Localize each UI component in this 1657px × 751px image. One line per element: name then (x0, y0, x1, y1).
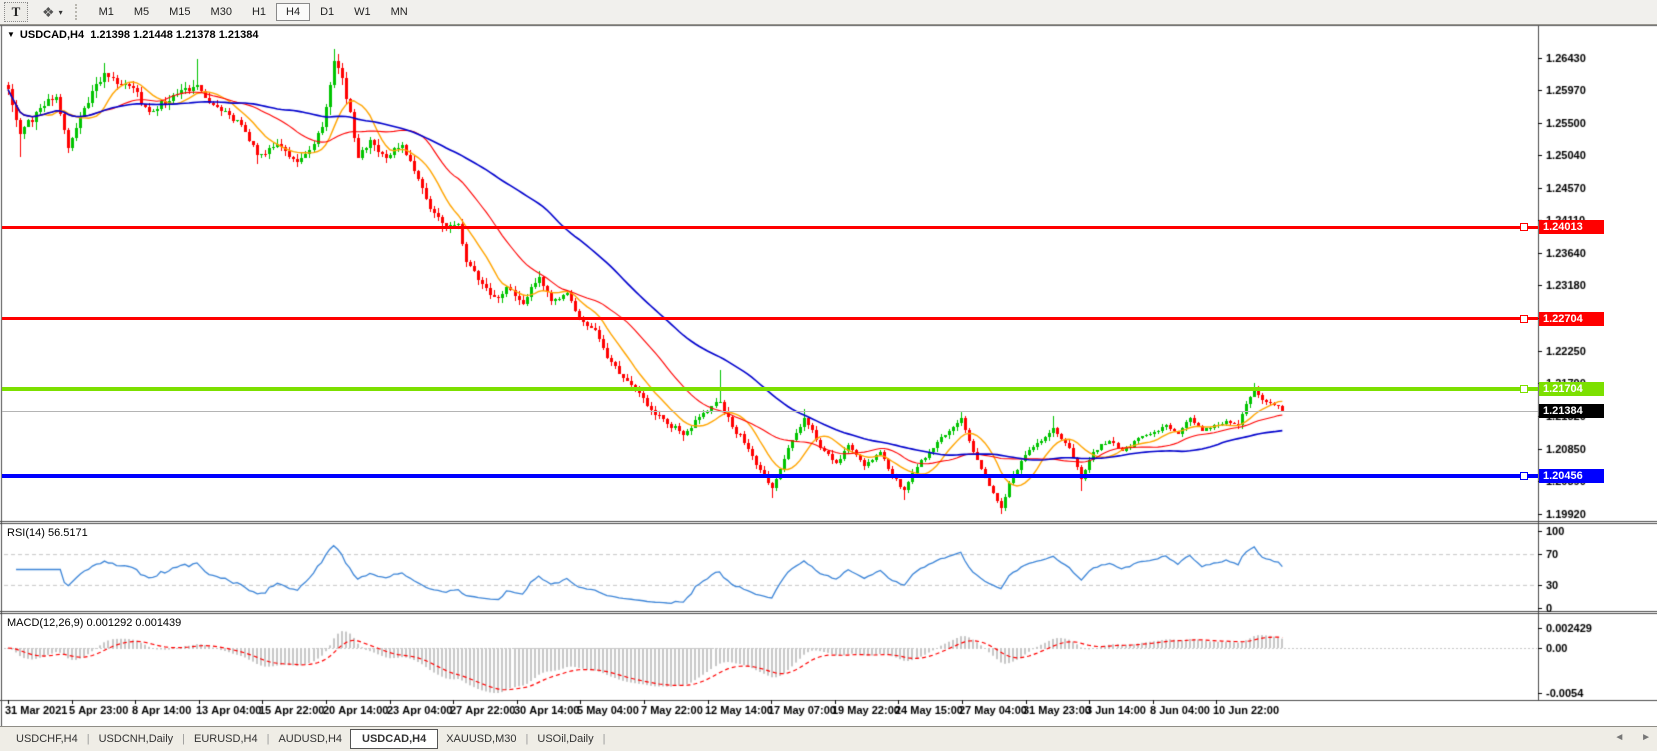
macd-indicator-label: MACD(12,26,9) 0.001292 0.001439 (7, 617, 182, 629)
line-anchor-marker[interactable] (1520, 314, 1528, 323)
line-anchor-marker[interactable] (1520, 472, 1528, 481)
tab-divider: | (525, 733, 529, 745)
tab-xauusd-m30[interactable]: XAUUSD,M30 (446, 733, 517, 745)
timeframe-button-d1[interactable]: D1 (320, 6, 335, 18)
price-badge-current-price: 1.21384 (1539, 404, 1604, 419)
tab-scroll-arrows: ◄ ► (1600, 732, 1651, 743)
toolbar-grip (74, 4, 81, 20)
arrange-tool-button[interactable]: ❖ ▾ (42, 4, 63, 21)
chart-symbol-label: USDCAD,H4 (19, 29, 85, 41)
timeframe-button-m5[interactable]: M5 (133, 6, 150, 18)
rsi-indicator-label: RSI(14) 56.5171 (7, 527, 88, 539)
tab-divider: | (86, 733, 90, 745)
timeframe-button-h1[interactable]: H1 (251, 6, 267, 18)
timeframe-button-m1[interactable]: M1 (98, 6, 114, 18)
scroll-left-icon[interactable]: ◄ (1614, 732, 1625, 743)
tab-usdcad-h4[interactable]: USDCAD,H4 (350, 729, 439, 749)
timeframe-button-h4[interactable]: H4 (276, 3, 311, 21)
price-badge-resistance-upper: 1.24013 (1539, 220, 1604, 235)
timeframe-button-m30[interactable]: M30 (210, 6, 232, 18)
chart-ohlc-values: 1.21398 1.21448 1.21378 1.21384 (90, 29, 259, 41)
timeframe-button-m15[interactable]: M15 (169, 6, 191, 18)
timeframe-button-mn[interactable]: MN (390, 6, 408, 18)
price-badge-resistance-lower: 1.22704 (1539, 311, 1604, 326)
price-badge-support-green: 1.21704 (1539, 381, 1604, 396)
support-line-green[interactable] (2, 384, 1538, 393)
chart-tab-bar: USDCHF,H4 | USDCNH,Daily | EURUSD,H4 | A… (0, 726, 1657, 751)
scroll-right-icon[interactable]: ► (1641, 732, 1651, 743)
timeframe-button-w1[interactable]: W1 (354, 6, 371, 18)
tab-usoil-daily[interactable]: USOil,Daily (537, 733, 594, 745)
current-price-line (2, 410, 1538, 412)
tab-usdcnh-daily[interactable]: USDCNH,Daily (98, 733, 174, 745)
tab-usdchf-h4[interactable]: USDCHF,H4 (16, 733, 78, 745)
price-badge-support-blue: 1.20456 (1539, 469, 1604, 484)
line-anchor-marker[interactable] (1520, 223, 1528, 232)
resistance-line-lower[interactable] (2, 314, 1538, 323)
tab-eurusd-h4[interactable]: EURUSD,H4 (194, 733, 258, 745)
tab-divider: | (602, 733, 606, 745)
chart-title: ▼ USDCAD,H4 1.21398 1.21448 1.21378 1.213… (7, 29, 258, 41)
tab-audusd-h4[interactable]: AUDUSD,H4 (278, 733, 343, 745)
tab-divider: | (182, 733, 186, 745)
arrange-icon: ❖ (42, 3, 55, 20)
tab-divider: | (266, 733, 270, 745)
chart-menu-icon[interactable]: ▼ (7, 30, 15, 39)
toolbar: T ❖ ▾ M1 M5 M15 M30 H1 H4 D1 W1 MN (0, 0, 1657, 25)
chevron-down-icon: ▾ (58, 7, 63, 17)
line-anchor-marker[interactable] (1520, 384, 1528, 393)
support-line-blue[interactable] (2, 472, 1538, 481)
text-tool-button[interactable]: T (4, 2, 28, 22)
text-tool-icon: T (11, 4, 21, 19)
resistance-line-upper[interactable] (2, 223, 1538, 232)
